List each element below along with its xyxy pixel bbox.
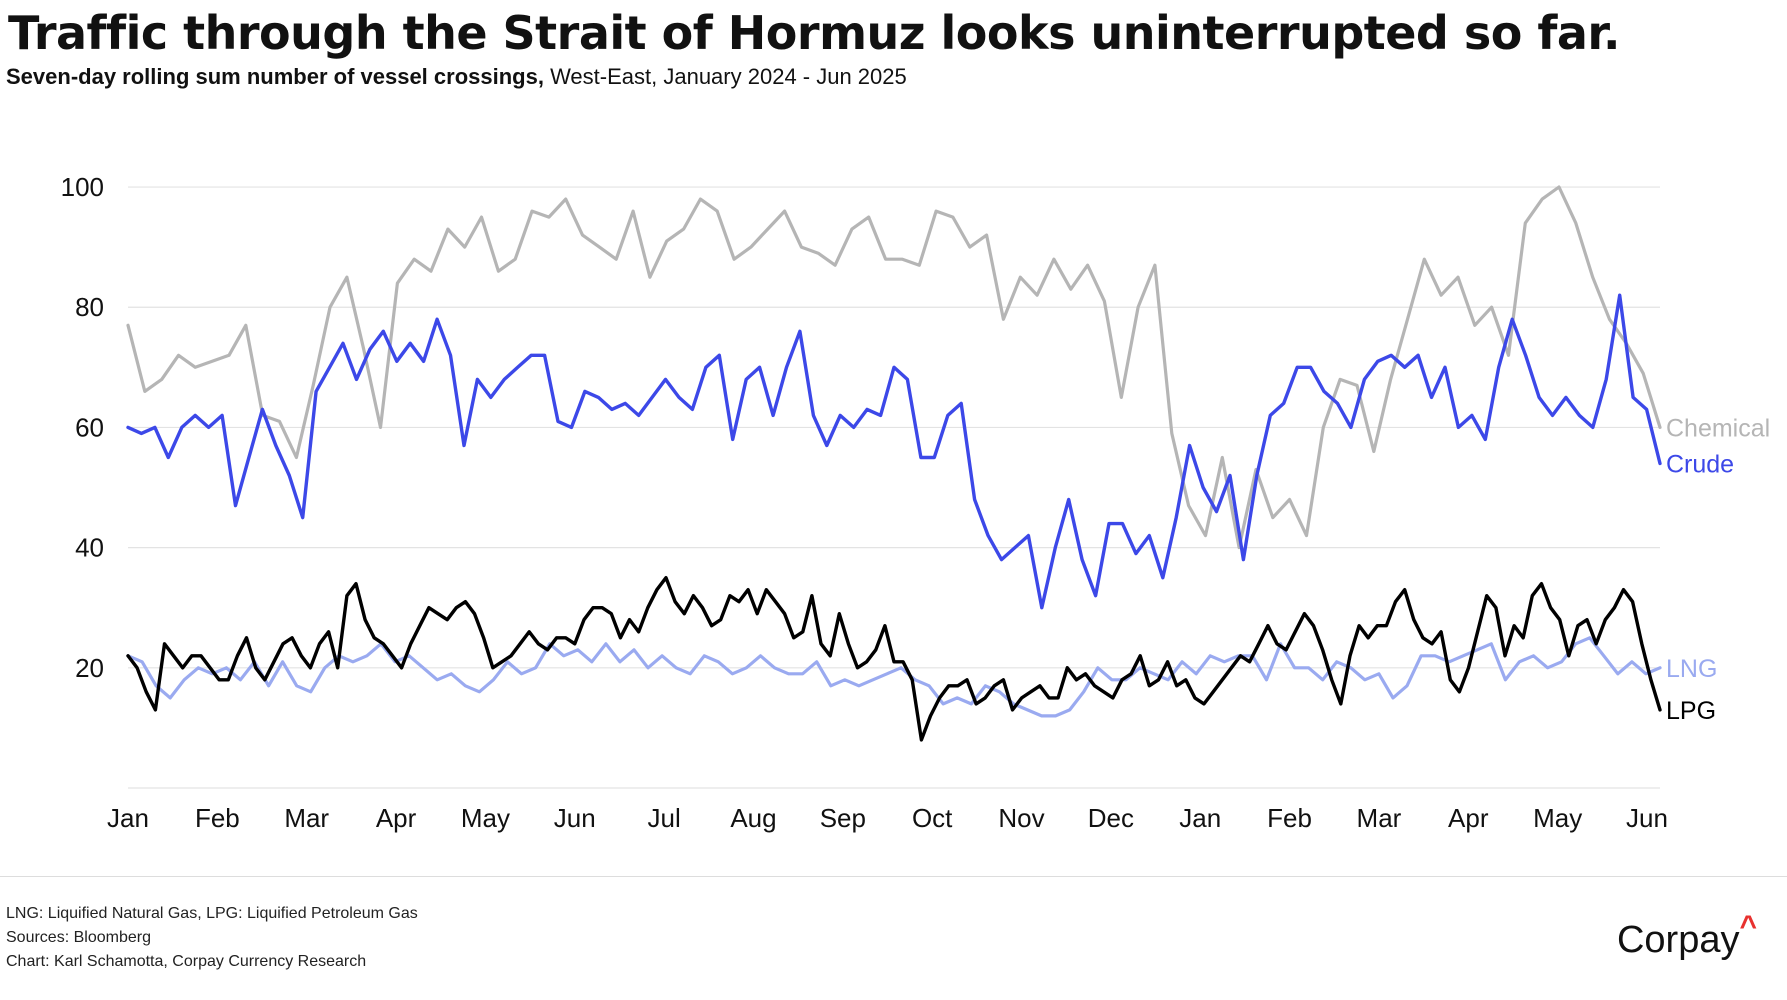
x-axis: Jan Feb Mar Apr May Jun Jul Aug Sep Oct Nov Dec Jan F… xyxy=(107,803,1668,833)
y-axis: 20 40 60 80 100 xyxy=(61,172,104,683)
x-tick-label: Apr xyxy=(1448,803,1489,833)
series-label-lpg: LPG xyxy=(1666,697,1716,725)
subtitle-bold: Seven-day rolling sum number of vessel c… xyxy=(6,64,544,89)
series-label-chemical: Chemical xyxy=(1666,414,1770,442)
series-line-lng xyxy=(126,636,1662,718)
y-tick-label: 40 xyxy=(75,533,104,563)
x-tick-label: Nov xyxy=(998,803,1044,833)
abbreviation-note: LNG: Liquified Natural Gas, LPG: Liquifi… xyxy=(6,905,418,922)
x-tick-label: Aug xyxy=(730,803,776,833)
series-lines xyxy=(126,185,1662,742)
chart-title: Traffic through the Strait of Hormuz loo… xyxy=(8,6,1621,60)
logo-text: Corpay xyxy=(1616,919,1740,961)
credit-note: Chart: Karl Schamotta, Corpay Currency R… xyxy=(6,953,367,970)
subtitle-regular: West-East, January 2024 - Jun 2025 xyxy=(543,64,907,89)
sources-note: Sources: Bloomberg xyxy=(6,929,151,946)
x-tick-label: Dec xyxy=(1088,803,1134,833)
y-tick-label: 80 xyxy=(75,292,104,322)
x-tick-label: Jan xyxy=(107,803,149,833)
footnotes: LNG: Liquified Natural Gas, LPG: Liquifi… xyxy=(6,902,418,974)
series-label-crude: Crude xyxy=(1666,450,1734,478)
x-tick-label: Apr xyxy=(376,803,417,833)
x-tick-label: Jul xyxy=(647,803,680,833)
grid-lines xyxy=(128,186,1660,789)
x-tick-label: Sep xyxy=(820,803,866,833)
y-tick-label: 60 xyxy=(75,412,104,442)
x-tick-label: Mar xyxy=(1357,803,1402,833)
x-tick-label: May xyxy=(461,803,510,833)
x-tick-label: Mar xyxy=(284,803,329,833)
line-chart: 20 40 60 80 100 Jan Feb Mar Apr May Jun Jul Aug Sep O… xyxy=(61,172,1771,833)
x-tick-label: Jun xyxy=(1626,803,1668,833)
x-tick-label: Jan xyxy=(1179,803,1221,833)
footer-divider xyxy=(0,876,1787,877)
series-labels: Chemical Crude LNG LPG xyxy=(1666,414,1770,724)
corpay-logo[interactable]: Corpay^ xyxy=(1617,910,1757,962)
logo-caret-icon: ^ xyxy=(1739,910,1757,943)
x-tick-label: Feb xyxy=(195,803,240,833)
series-line-chemical xyxy=(126,185,1662,550)
series-line-lpg xyxy=(126,576,1662,742)
y-tick-label: 100 xyxy=(61,172,104,202)
series-label-lng: LNG xyxy=(1666,655,1717,683)
x-tick-label: Jun xyxy=(554,803,596,833)
x-tick-label: Oct xyxy=(912,803,953,833)
y-tick-label: 20 xyxy=(75,653,104,683)
chart-subtitle: Seven-day rolling sum number of vessel c… xyxy=(6,64,907,90)
x-tick-label: Feb xyxy=(1267,803,1312,833)
x-tick-label: May xyxy=(1533,803,1582,833)
series-line-crude xyxy=(126,293,1662,610)
